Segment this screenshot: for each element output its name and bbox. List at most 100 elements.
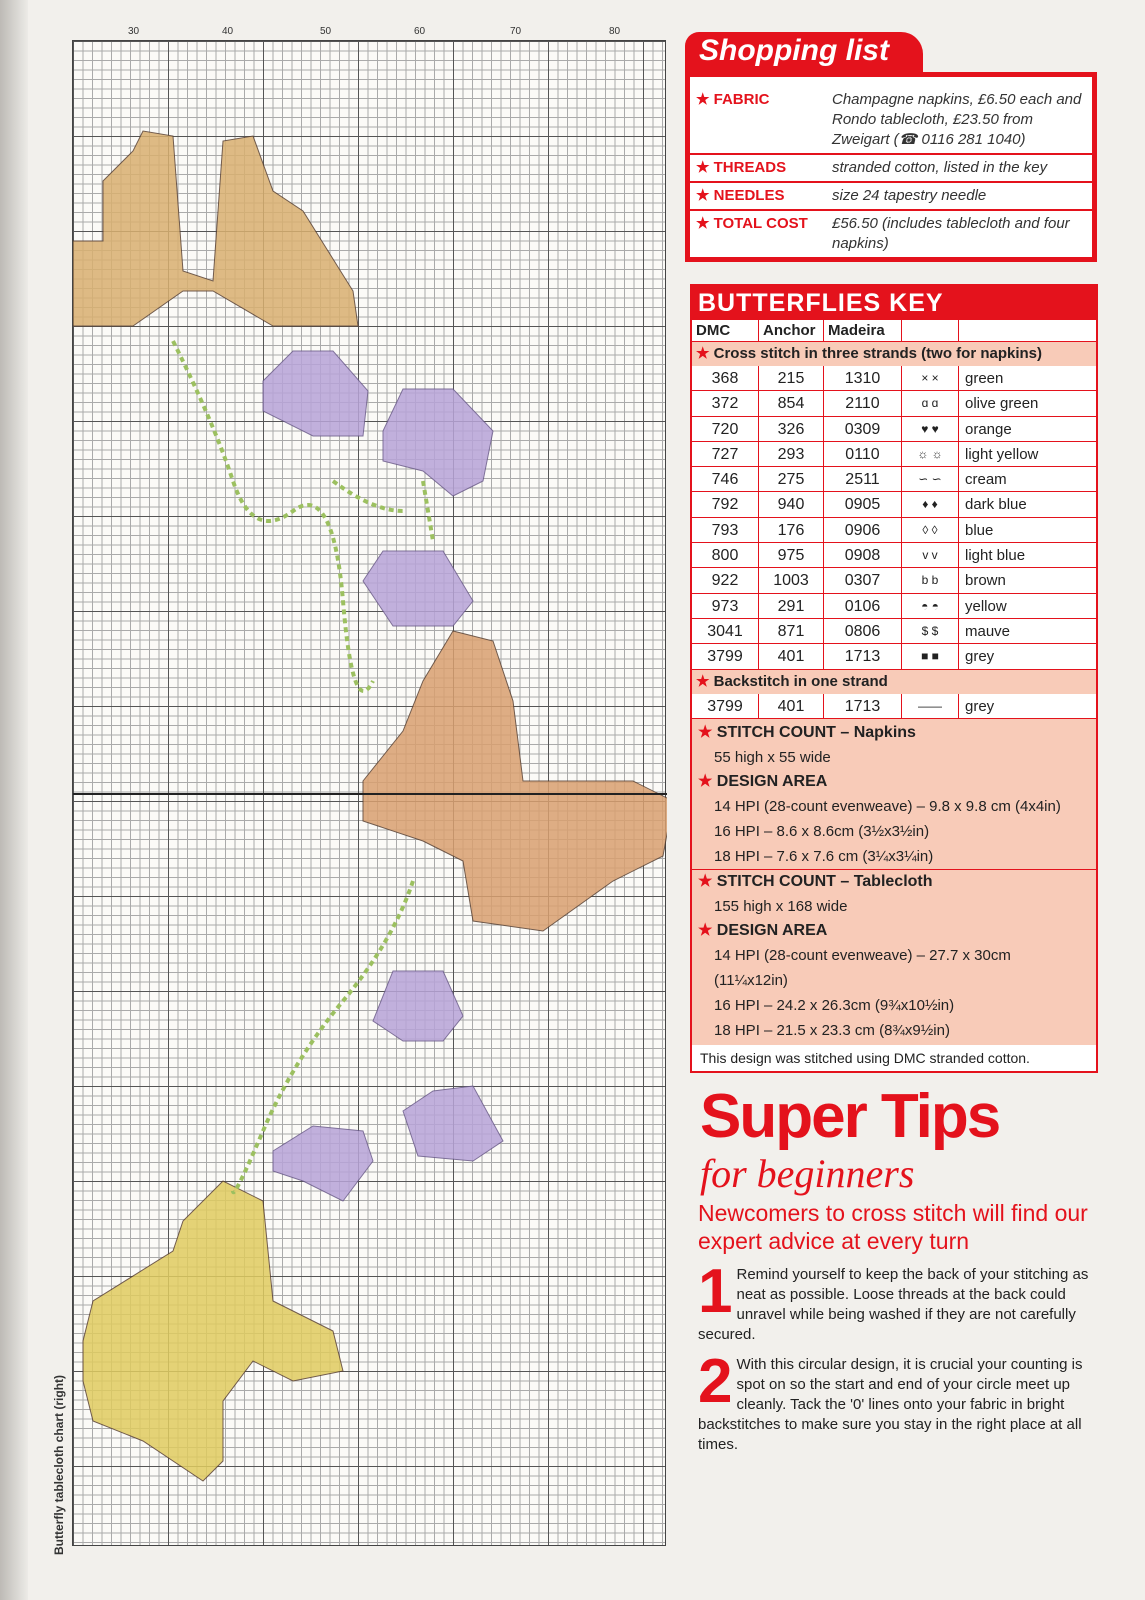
butterfly-purple-1 [262,350,369,437]
tip-text: Remind yourself to keep the back of your… [698,1265,1089,1343]
key-title: BUTTERFLIES KEY [692,286,1096,320]
key-row: 973 291 0106 ◓ ◓ yellow [692,593,1096,619]
butterfly-bottom [82,1180,344,1482]
heading-text: DESIGN AREA [716,772,828,790]
dmc-code: 720 [692,416,759,441]
napkins-design-area-heading: ★ DESIGN AREA [698,772,828,790]
anchor-code: 401 [759,644,824,669]
key-row: 727 293 0110 ☼ ☼ light yellow [692,441,1096,468]
color-name: light blue [965,547,1026,565]
dmc-code: 368 [692,366,759,391]
stitch-symbol-icon: ɑ ɑ [902,391,959,416]
dmc-code: 800 [692,543,759,568]
cross-stitch-heading: ★ Cross stitch in three strands (two for… [692,342,1096,366]
tablecloth-size-14: 14 HPI (28-count evenweave) – 27.7 x 30c… [714,946,1011,964]
stitch-symbol-icon: ∽ ∽ [902,467,959,492]
chart-caption: Butterfly tablecloth chart (right) [52,1374,66,1555]
backstitch-line-icon: —— [902,693,959,718]
anchor-code: 975 [759,543,824,568]
vine-stitches [171,340,435,1195]
key-row: 800 975 0908 v v light blue [692,543,1096,569]
dmc-code: 3041 [692,618,759,644]
header-madeira: Madeira [824,320,902,341]
stitch-symbol-icon: ◓ ◓ [902,593,959,618]
tip-text: With this circular design, it is crucial… [698,1355,1083,1453]
shopping-list-title: Shopping list [685,32,923,72]
column-number: 60 [414,26,426,37]
dmc-code: 792 [692,492,759,517]
column-number: 80 [609,26,621,37]
color-name: grey [965,697,995,715]
madeira-code: 0110 [824,441,902,467]
butterfly-purple-4 [372,970,464,1042]
color-name: green [965,370,1004,387]
heading-text: STITCH COUNT – Napkins [716,723,916,741]
dmc-code: 746 [692,467,759,492]
anchor-code: 1003 [759,568,824,593]
stitch-symbol-icon: ♦ ♦ [902,492,959,517]
napkins-stitch-count-heading: ★ STITCH COUNT – Napkins [698,723,916,741]
key-rows: 368 215 1310 × × green 372 854 2110 ɑ ɑ olive gre… [692,366,1096,670]
item-label: ★ THREADS [696,159,787,176]
tip-number: 1 [698,1256,733,1326]
key-row: 792 940 0905 ♦ ♦ dark blue [692,492,1096,518]
key-row: 746 275 2511 ∽ ∽ cream [692,467,1096,493]
key-row: 368 215 1310 × × green [692,366,1096,392]
key-row: 793 176 0906 ◊ ◊ blue [692,517,1096,544]
chart-motifs [73,130,667,1482]
dmc-code: 793 [692,517,759,543]
anchor-code: 176 [759,517,824,543]
shopping-item: ★ NEEDLES size 24 tapestry needle [690,183,1092,211]
butterfly-purple-2 [382,388,494,497]
stitch-symbol-icon: ◊ ◊ [902,517,959,543]
tablecloth-size-14-inches: (11¼x12in) [714,971,788,989]
tips-title: Super Tips [700,1081,1001,1151]
dmc-code: 372 [692,391,759,416]
column-number: 40 [222,26,234,37]
tip-2: 2 With this circular design, it is crucia… [698,1346,1098,1455]
madeira-code: 2511 [824,467,902,492]
stitch-symbol-icon: $ $ [902,618,959,644]
color-name: olive green [965,395,1039,413]
tablecloth-size-16: 16 HPI – 24.2 x 26.3cm (9¾x10½in) [714,996,955,1014]
shopping-item: ★ FABRIC Champagne napkins, £6.50 each an… [690,87,1092,155]
stitch-symbol-icon: × × [902,366,959,391]
tablecloth-size-18: 18 HPI – 21.5 x 23.3 cm (8¾x9½in) [714,1021,950,1039]
heading-text: STITCH COUNT – Tablecloth [716,872,933,890]
dmc-code: 973 [692,593,759,618]
madeira-code: 0905 [824,492,902,517]
butterfly-purple-5 [402,1085,504,1162]
madeira-code: 0806 [824,618,902,644]
anchor-code: 215 [759,366,824,391]
key-header-row: DMC Anchor Madeira [692,320,1096,342]
dmc-code: 922 [692,568,759,593]
stitch-symbol-icon: b b [902,568,959,593]
anchor-code: 291 [759,593,824,618]
madeira-code: 0106 [824,593,902,618]
key-row: 3041 871 0806 $ $ mauve [692,618,1096,645]
header-dmc: DMC [692,320,759,341]
anchor-code: 940 [759,492,824,517]
anchor-code: 326 [759,416,824,441]
item-label: ★ NEEDLES [696,187,785,204]
madeira-code: 1713 [824,693,902,718]
napkins-size-18: 18 HPI – 7.6 x 7.6 cm (3¼x3¼in) [714,847,934,865]
column-number: 50 [320,26,332,37]
dmc-code: 3799 [692,644,759,669]
napkins-size-14: 14 HPI (28-count evenweave) – 9.8 x 9.8 … [714,797,1061,815]
anchor-code: 854 [759,391,824,416]
dmc-code: 727 [692,441,759,467]
tip-number: 2 [698,1346,733,1416]
anchor-code: 275 [759,467,824,492]
madeira-code: 0906 [824,517,902,543]
color-name: mauve [965,622,1011,640]
item-value: stranded cotton, listed in the key [832,159,1048,176]
right-column: Shopping list ★ FABRIC Champagne napkins,… [685,32,1100,1455]
color-name: orange [965,420,1012,438]
butterflies-key: BUTTERFLIES KEY DMC Anchor Madeira ★ Cro… [690,284,1098,1073]
color-name: dark blue [965,496,1027,514]
stitch-symbol-icon: ■ ■ [902,644,959,669]
napkins-stitch-count: 55 high x 55 wide [714,748,831,766]
header-blank [902,320,959,341]
shopping-item: ★ TOTAL COST £56.50 (includes tablecloth … [690,211,1092,257]
